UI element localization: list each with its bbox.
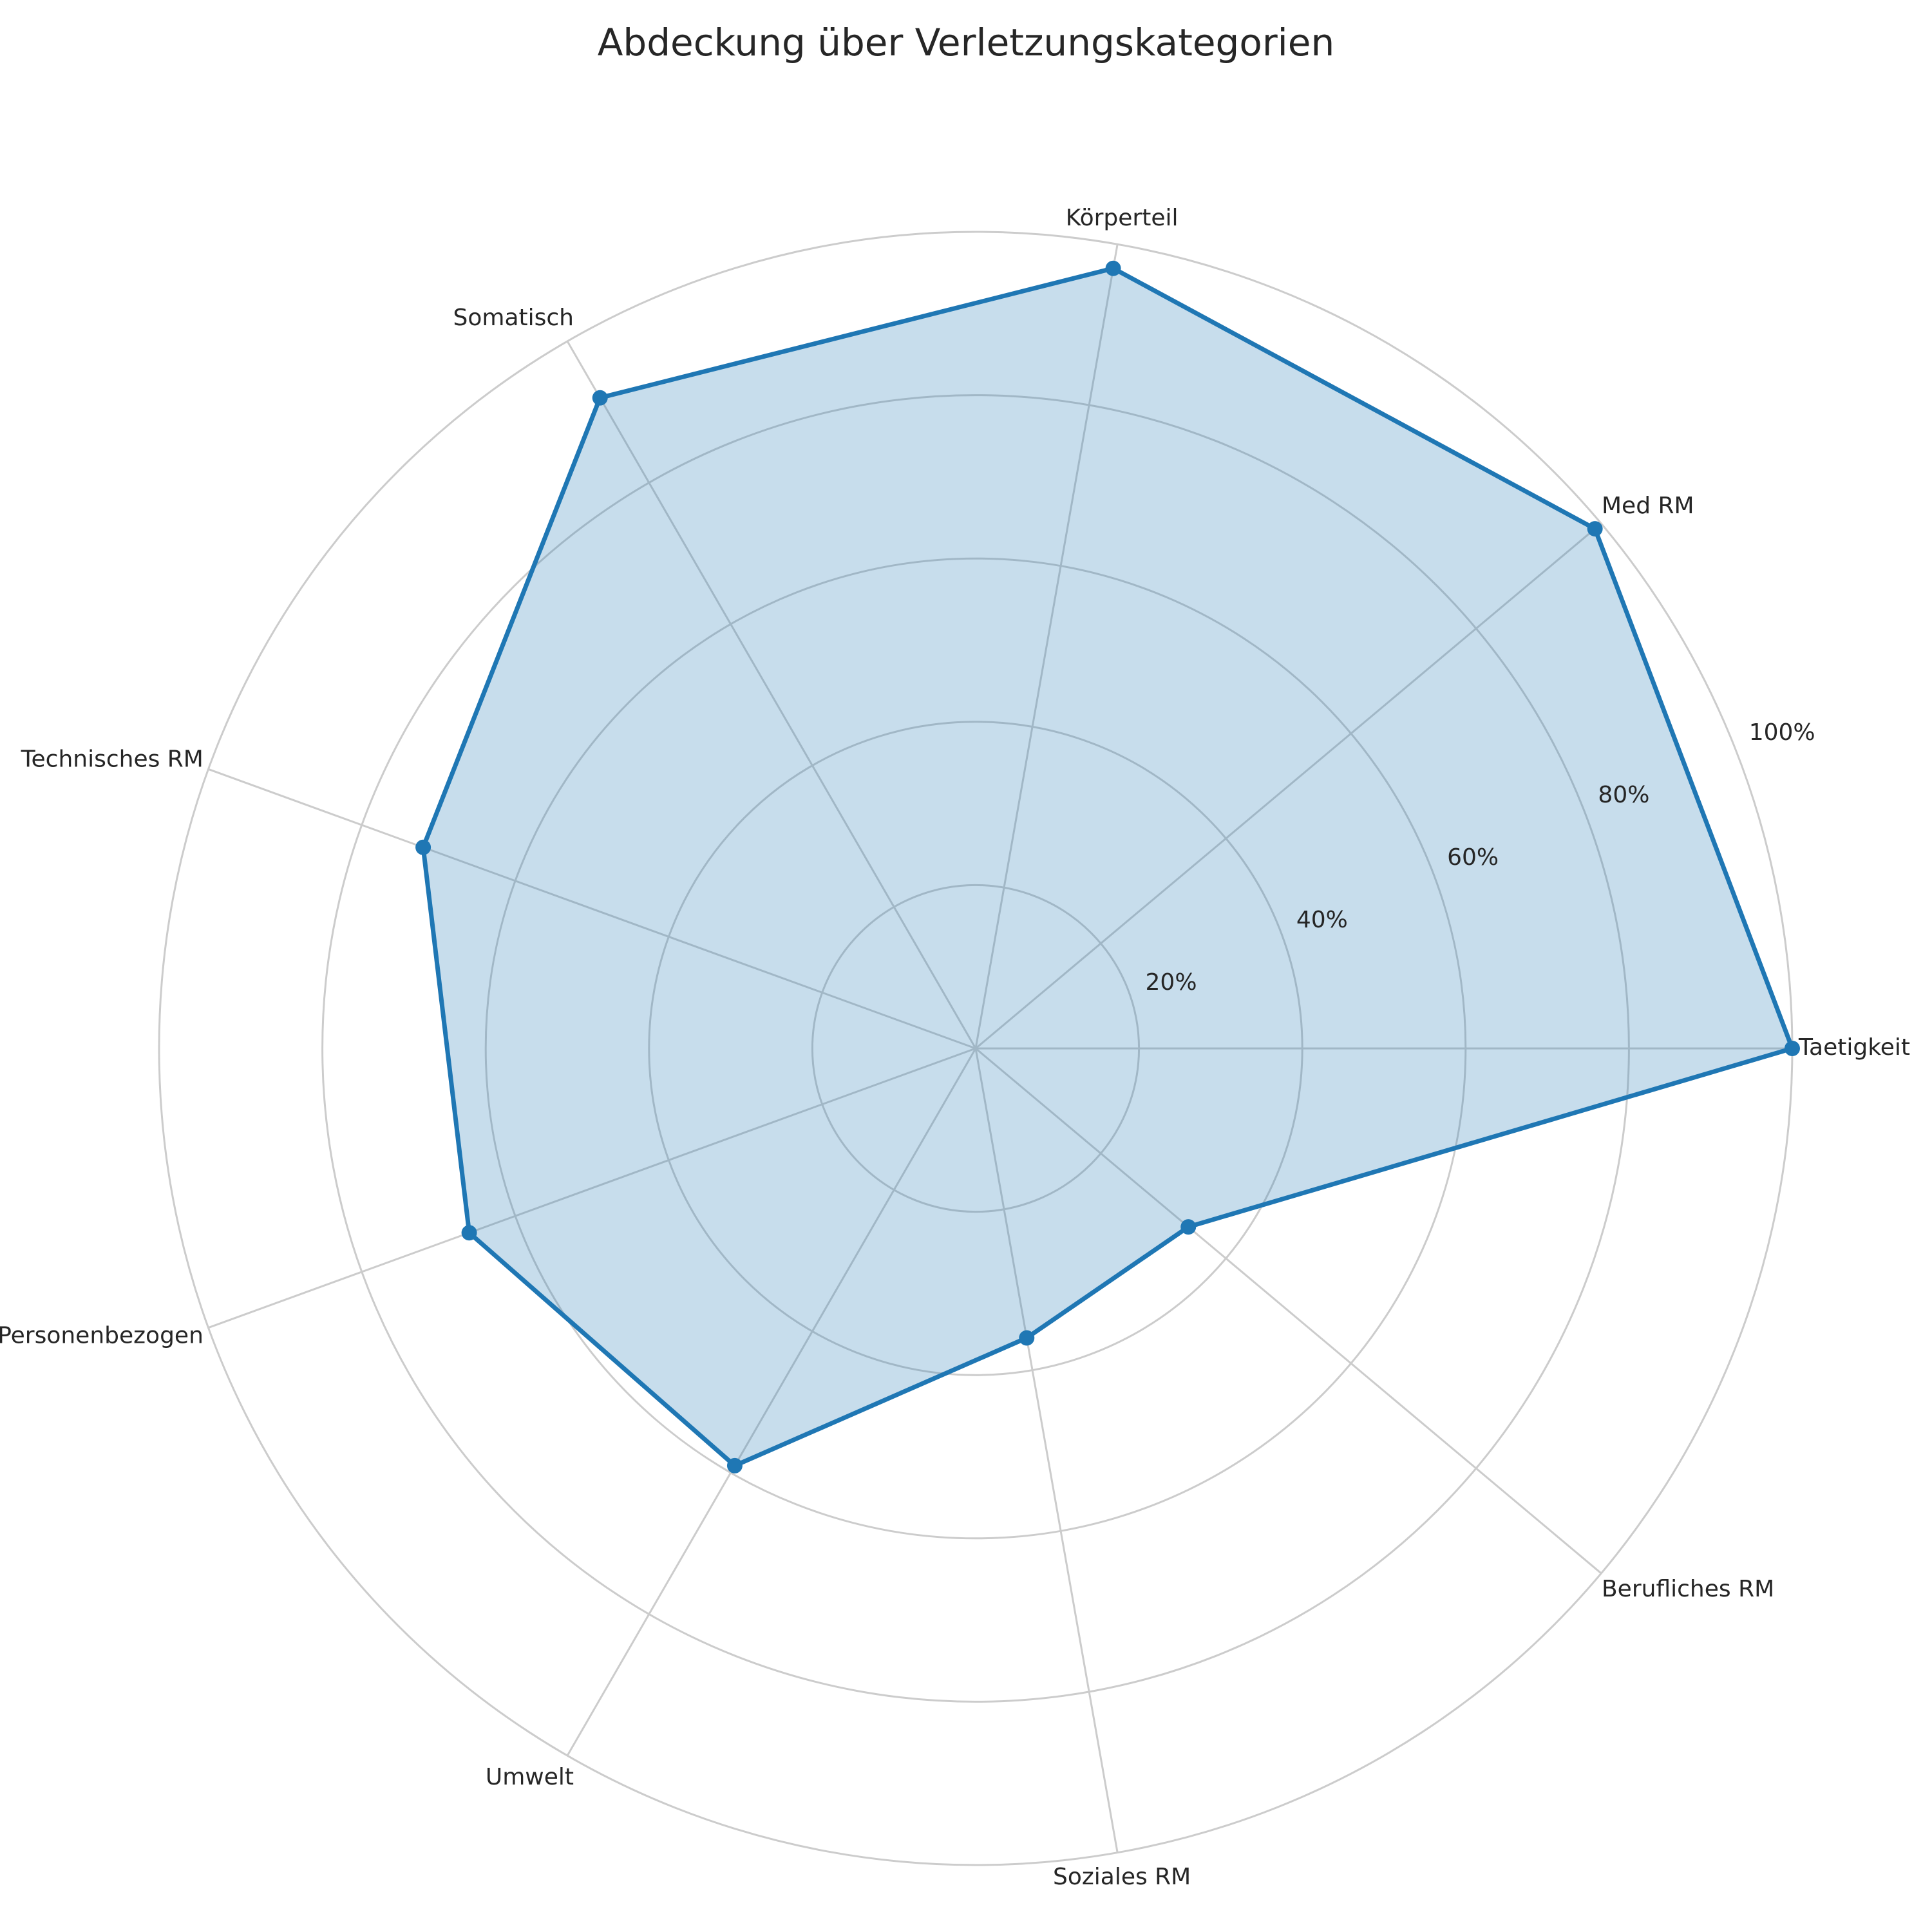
spoke-korperteil bbox=[974, 244, 1119, 1049]
series-area bbox=[423, 268, 1792, 1466]
category-label-technisches-rm: Technisches RM bbox=[21, 746, 204, 773]
spoke-med-rm bbox=[975, 522, 1602, 1050]
spoke-technisches-rm bbox=[207, 768, 976, 1050]
chart-title: Abdeckung über Verletzungskategorien bbox=[598, 21, 1334, 64]
category-label-berufliches-rm: Berufliches RM bbox=[1602, 1576, 1774, 1602]
data-point-technisches-rm bbox=[415, 839, 431, 855]
category-label-somatisch: Somatisch bbox=[453, 305, 574, 331]
series-line bbox=[421, 266, 1795, 1468]
category-label-umwelt: Umwelt bbox=[486, 1764, 574, 1790]
tick-label-40: 40% bbox=[1296, 907, 1348, 933]
spoke-somatisch bbox=[566, 341, 977, 1049]
grid bbox=[158, 231, 1794, 1866]
data-point-personenbezogen bbox=[461, 1225, 477, 1241]
category-label-personenbezogen: Personenbezogen bbox=[0, 1322, 204, 1349]
data-point-umwelt bbox=[726, 1457, 743, 1473]
spoke-umwelt bbox=[566, 1048, 977, 1756]
data-point-med-rm bbox=[1587, 521, 1603, 537]
category-label-med-rm: Med RM bbox=[1602, 493, 1694, 519]
spoke-berufliches-rm bbox=[975, 1047, 1602, 1575]
tick-label-80: 80% bbox=[1598, 782, 1649, 808]
data-point-berufliches-rm bbox=[1180, 1219, 1197, 1235]
category-labels: Taetigkeit Med RM Körperteil Somatisch Techn… bbox=[0, 205, 1910, 1890]
category-label-korperteil: Körperteil bbox=[1066, 205, 1179, 231]
radial-tick-labels: 20% 40% 60% 80% 100% bbox=[1146, 719, 1815, 996]
spoke-soziales-rm bbox=[974, 1048, 1119, 1853]
data-point-soziales-rm bbox=[1019, 1330, 1035, 1346]
data-point-somatisch bbox=[592, 390, 608, 406]
category-label-taetigkeit: Taetigkeit bbox=[1798, 1034, 1910, 1061]
series-layer bbox=[415, 260, 1800, 1473]
tick-label-20: 20% bbox=[1146, 969, 1197, 996]
data-point-taetigkeit bbox=[1785, 1041, 1800, 1056]
spoke-personenbezogen bbox=[207, 1047, 976, 1329]
category-label-soziales-rm: Soziales RM bbox=[1053, 1864, 1191, 1890]
tick-label-100: 100% bbox=[1749, 719, 1815, 746]
tick-label-60: 60% bbox=[1447, 844, 1499, 871]
data-point-korperteil bbox=[1105, 260, 1121, 276]
